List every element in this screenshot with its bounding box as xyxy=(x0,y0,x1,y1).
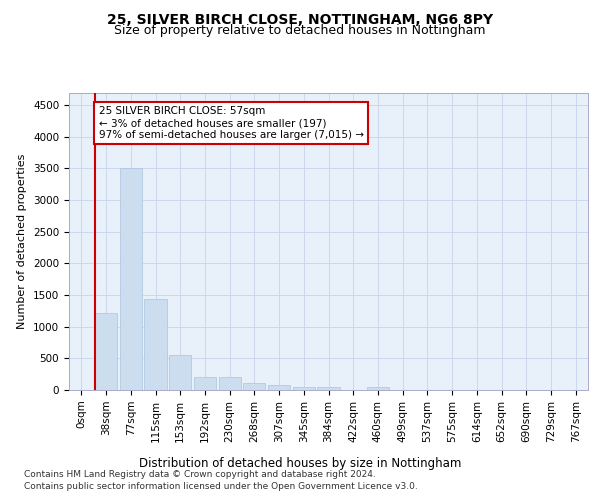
Bar xyxy=(317,388,340,390)
Bar xyxy=(95,313,117,390)
Bar xyxy=(218,378,241,390)
Bar xyxy=(293,386,315,390)
Text: 25 SILVER BIRCH CLOSE: 57sqm
← 3% of detached houses are smaller (197)
97% of se: 25 SILVER BIRCH CLOSE: 57sqm ← 3% of det… xyxy=(98,106,364,140)
Bar xyxy=(145,299,167,390)
Text: Distribution of detached houses by size in Nottingham: Distribution of detached houses by size … xyxy=(139,458,461,470)
Bar xyxy=(367,388,389,390)
Text: Contains HM Land Registry data © Crown copyright and database right 2024.: Contains HM Land Registry data © Crown c… xyxy=(24,470,376,479)
Text: Size of property relative to detached houses in Nottingham: Size of property relative to detached ho… xyxy=(114,24,486,37)
Text: 25, SILVER BIRCH CLOSE, NOTTINGHAM, NG6 8PY: 25, SILVER BIRCH CLOSE, NOTTINGHAM, NG6 … xyxy=(107,12,493,26)
Bar xyxy=(194,376,216,390)
Bar xyxy=(169,354,191,390)
Y-axis label: Number of detached properties: Number of detached properties xyxy=(17,154,28,329)
Bar xyxy=(119,168,142,390)
Bar xyxy=(268,386,290,390)
Text: Contains public sector information licensed under the Open Government Licence v3: Contains public sector information licen… xyxy=(24,482,418,491)
Bar xyxy=(243,383,265,390)
